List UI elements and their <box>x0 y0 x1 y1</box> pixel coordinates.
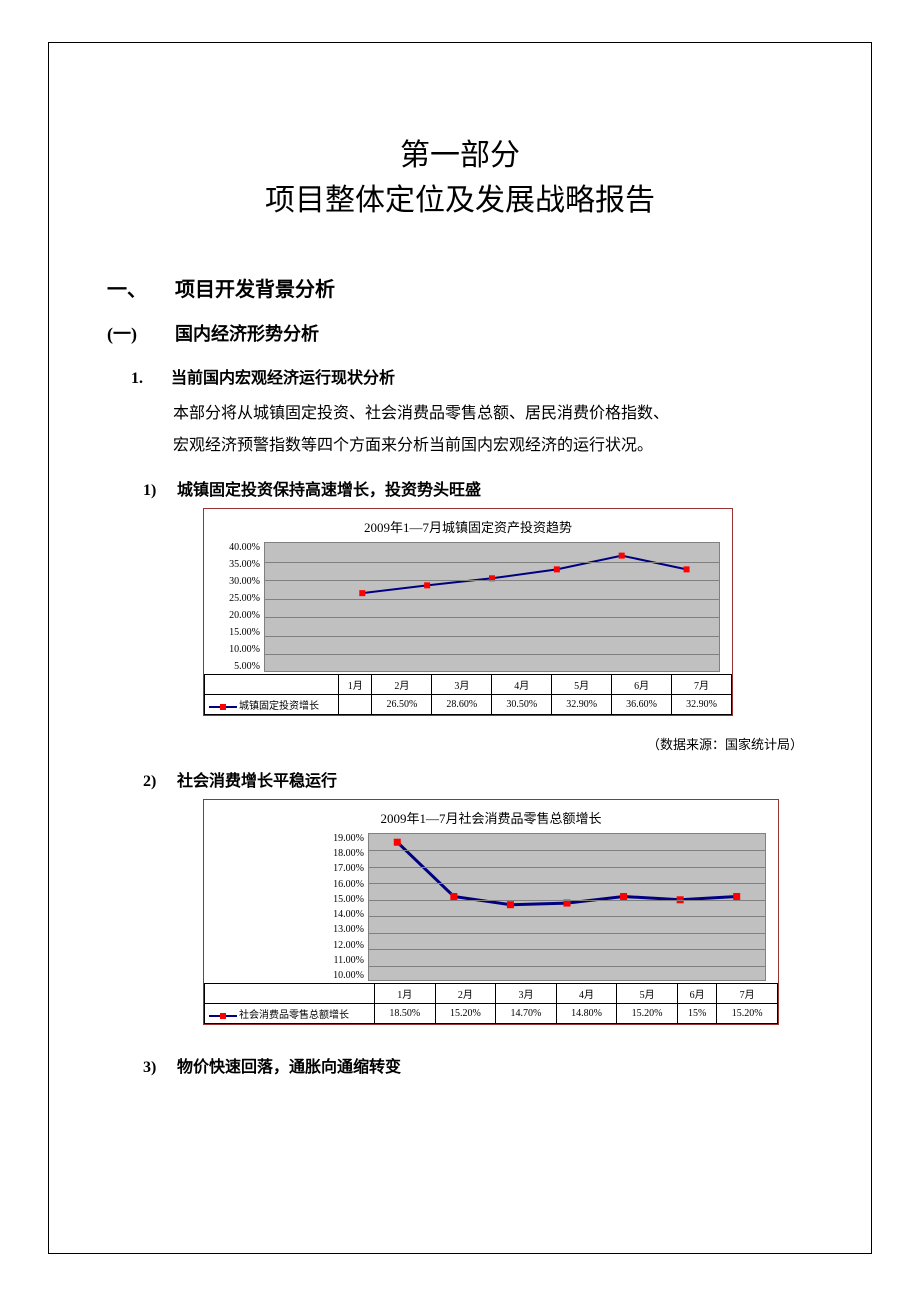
chart-2-data-table: 1月2月3月4月5月6月7月社会消费品零售总额增长18.50%15.20%14.… <box>204 983 778 1024</box>
chart-2-leftpad <box>204 833 318 981</box>
chart-1-ylabels: 40.00%35.00%30.00%25.00%20.00%15.00%10.0… <box>204 542 264 672</box>
h4-1-text: 城镇固定投资保持高速增长，投资势头旺盛 <box>177 482 481 499</box>
title-line-1: 第一部分 <box>107 133 813 178</box>
h4-3-text: 物价快速回落，通胀向通缩转变 <box>177 1059 401 1076</box>
paragraph-2: 宏观经济预警指数等四个方面来分析当前国内宏观经济的运行状况。 <box>173 430 813 462</box>
h2-num: (一) <box>107 320 175 346</box>
h4-2-num: 2) <box>143 773 177 791</box>
chart-2-title: 2009年1—7月社会消费品零售总额增长 <box>204 800 778 833</box>
chart-2-svg <box>369 834 765 982</box>
chart-1-plot <box>264 542 720 672</box>
heading-1: 一、项目开发背景分析 <box>107 273 813 302</box>
h2-text: 国内经济形势分析 <box>175 324 319 344</box>
chart-2-plot <box>368 833 766 981</box>
chart-1: 2009年1—7月城镇固定资产投资趋势 40.00%35.00%30.00%25… <box>203 508 733 716</box>
h4-3-num: 3) <box>143 1059 177 1077</box>
page: 第一部分 项目整体定位及发展战略报告 一、项目开发背景分析 (一)国内经济形势分… <box>0 0 920 1302</box>
heading-4-3: 3)物价快速回落，通胀向通缩转变 <box>143 1053 813 1077</box>
h4-2-text: 社会消费增长平稳运行 <box>177 773 337 790</box>
chart-1-title: 2009年1—7月城镇固定资产投资趋势 <box>204 509 732 542</box>
h1-text: 项目开发背景分析 <box>175 279 335 301</box>
h3-1-num: 1. <box>131 370 171 388</box>
h1-num: 一、 <box>107 273 175 302</box>
page-frame: 第一部分 项目整体定位及发展战略报告 一、项目开发背景分析 (一)国内经济形势分… <box>48 42 872 1254</box>
title-line-2: 项目整体定位及发展战略报告 <box>107 178 813 223</box>
chart-1-wrap: 2009年1—7月城镇固定资产投资趋势 40.00%35.00%30.00%25… <box>203 508 813 716</box>
h3-1-text: 当前国内宏观经济运行现状分析 <box>171 370 395 387</box>
heading-4-2: 2)社会消费增长平稳运行 <box>143 767 813 791</box>
chart-2-ylabels: 19.00%18.00%17.00%16.00%15.00%14.00%13.0… <box>318 833 368 981</box>
chart-2-wrap: 2009年1—7月社会消费品零售总额增长 19.00%18.00%17.00%1… <box>203 799 813 1025</box>
data-source: （数据来源：国家统计局） <box>107 734 803 753</box>
chart-2: 2009年1—7月社会消费品零售总额增长 19.00%18.00%17.00%1… <box>203 799 779 1025</box>
heading-3-1: 1.当前国内宏观经济运行现状分析 <box>131 364 813 388</box>
paragraph-1: 本部分将从城镇固定投资、社会消费品零售总额、居民消费价格指数、 <box>173 398 813 430</box>
title-block: 第一部分 项目整体定位及发展战略报告 <box>107 133 813 223</box>
heading-2: (一)国内经济形势分析 <box>107 320 813 346</box>
h4-1-num: 1) <box>143 482 177 500</box>
chart-1-data-table: 1月2月3月4月5月6月7月城镇固定投资增长26.50%28.60%30.50%… <box>204 674 732 715</box>
heading-4-1: 1)城镇固定投资保持高速增长，投资势头旺盛 <box>143 476 813 500</box>
